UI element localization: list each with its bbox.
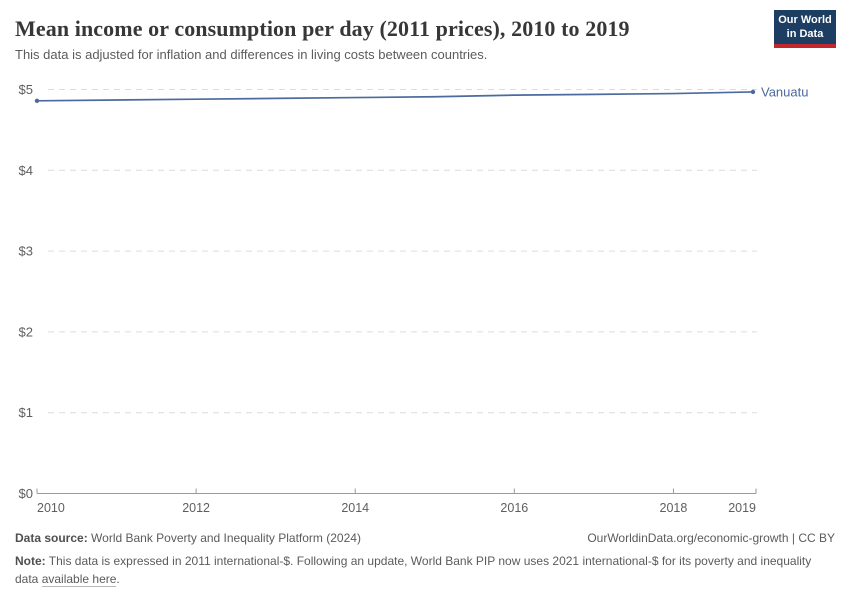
footnote-text: This data is expressed in 2011 internati… [15,554,812,586]
y-axis-label: $4 [19,163,33,178]
footnote: Note: This data is expressed in 2011 int… [15,552,827,588]
source-row: Data source: World Bank Poverty and Ineq… [15,531,835,545]
y-axis-label: $3 [19,244,33,259]
x-axis-label: 2012 [182,501,210,515]
series-label[interactable]: Vanuatu [761,84,808,99]
license-separator: | [788,531,799,545]
y-axis-label: $2 [19,324,33,339]
chart-svg: $0 $1 $2 $3 $4 $5 2010 2012 2014 2016 2018 2019 Vanu… [19,82,809,515]
y-axis-label: $1 [19,405,33,420]
page-title: Mean income or consumption per day (2011… [15,16,630,41]
chart-area: $0 $1 $2 $3 $4 $5 2010 2012 2014 2016 2018 2019 Vanu… [0,75,850,525]
footer: Data source: World Bank Poverty and Ineq… [15,531,835,588]
line-end-dot [750,89,756,95]
y-axis-label: $5 [19,82,33,97]
x-axis-label: 2016 [500,501,528,515]
y-axis-label: $0 [19,486,33,501]
line-start-dot [34,98,40,104]
data-source-label: Data source: [15,531,88,545]
available-here-link[interactable]: available here [41,572,117,587]
x-axis-label: 2018 [660,501,688,515]
x-axis-label: 2010 [37,501,65,515]
footnote-label: Note: [15,554,46,568]
logo-text-line2: in Data [786,28,824,40]
license-label[interactable]: CC BY [798,531,835,545]
owid-url-link[interactable]: OurWorldinData.org/economic-growth [587,531,789,545]
owid-logo[interactable]: Our World in Data [774,10,836,48]
x-axis-label: 2014 [341,501,369,515]
series-line-vanuatu[interactable] [36,91,754,102]
attribution: OurWorldinData.org/economic-growth | CC … [587,531,835,545]
footnote-suffix: . [116,572,120,586]
data-source: Data source: World Bank Poverty and Ineq… [15,531,361,545]
data-source-text: World Bank Poverty and Inequality Platfo… [87,531,361,545]
logo-text-line1: Our World [778,13,832,26]
x-axis-label: 2019 [728,501,756,515]
page-subtitle: This data is adjusted for inflation and … [15,47,488,62]
